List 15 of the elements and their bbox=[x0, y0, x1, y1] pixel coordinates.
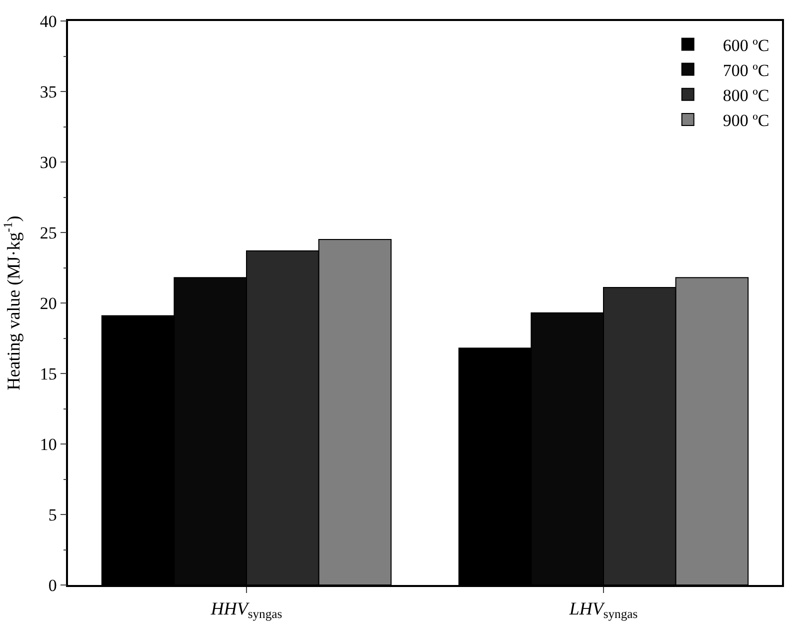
legend-label: 900 ºC bbox=[722, 111, 770, 130]
legend-label: 800 ºC bbox=[722, 86, 770, 106]
legend-label: 600 ºC bbox=[722, 36, 770, 55]
y-tick-label: 0 bbox=[48, 576, 57, 595]
y-tick-label: 40 bbox=[40, 12, 57, 31]
y-tick-label: 10 bbox=[40, 434, 57, 454]
y-tick-label: 20 bbox=[40, 294, 57, 313]
y-tick-label: 30 bbox=[40, 152, 57, 172]
y-tick-label: 5 bbox=[48, 505, 57, 524]
x-tick-label: LHV$_{syngas}$ bbox=[568, 598, 638, 622]
x-tick-label: HHV$_{syngas}$ bbox=[210, 598, 282, 622]
y-tick-label: 25 bbox=[40, 223, 57, 242]
y-tick-label: 35 bbox=[40, 82, 57, 102]
y-tick-label: 15 bbox=[40, 364, 57, 384]
legend-label: 700 ºC bbox=[722, 60, 770, 80]
